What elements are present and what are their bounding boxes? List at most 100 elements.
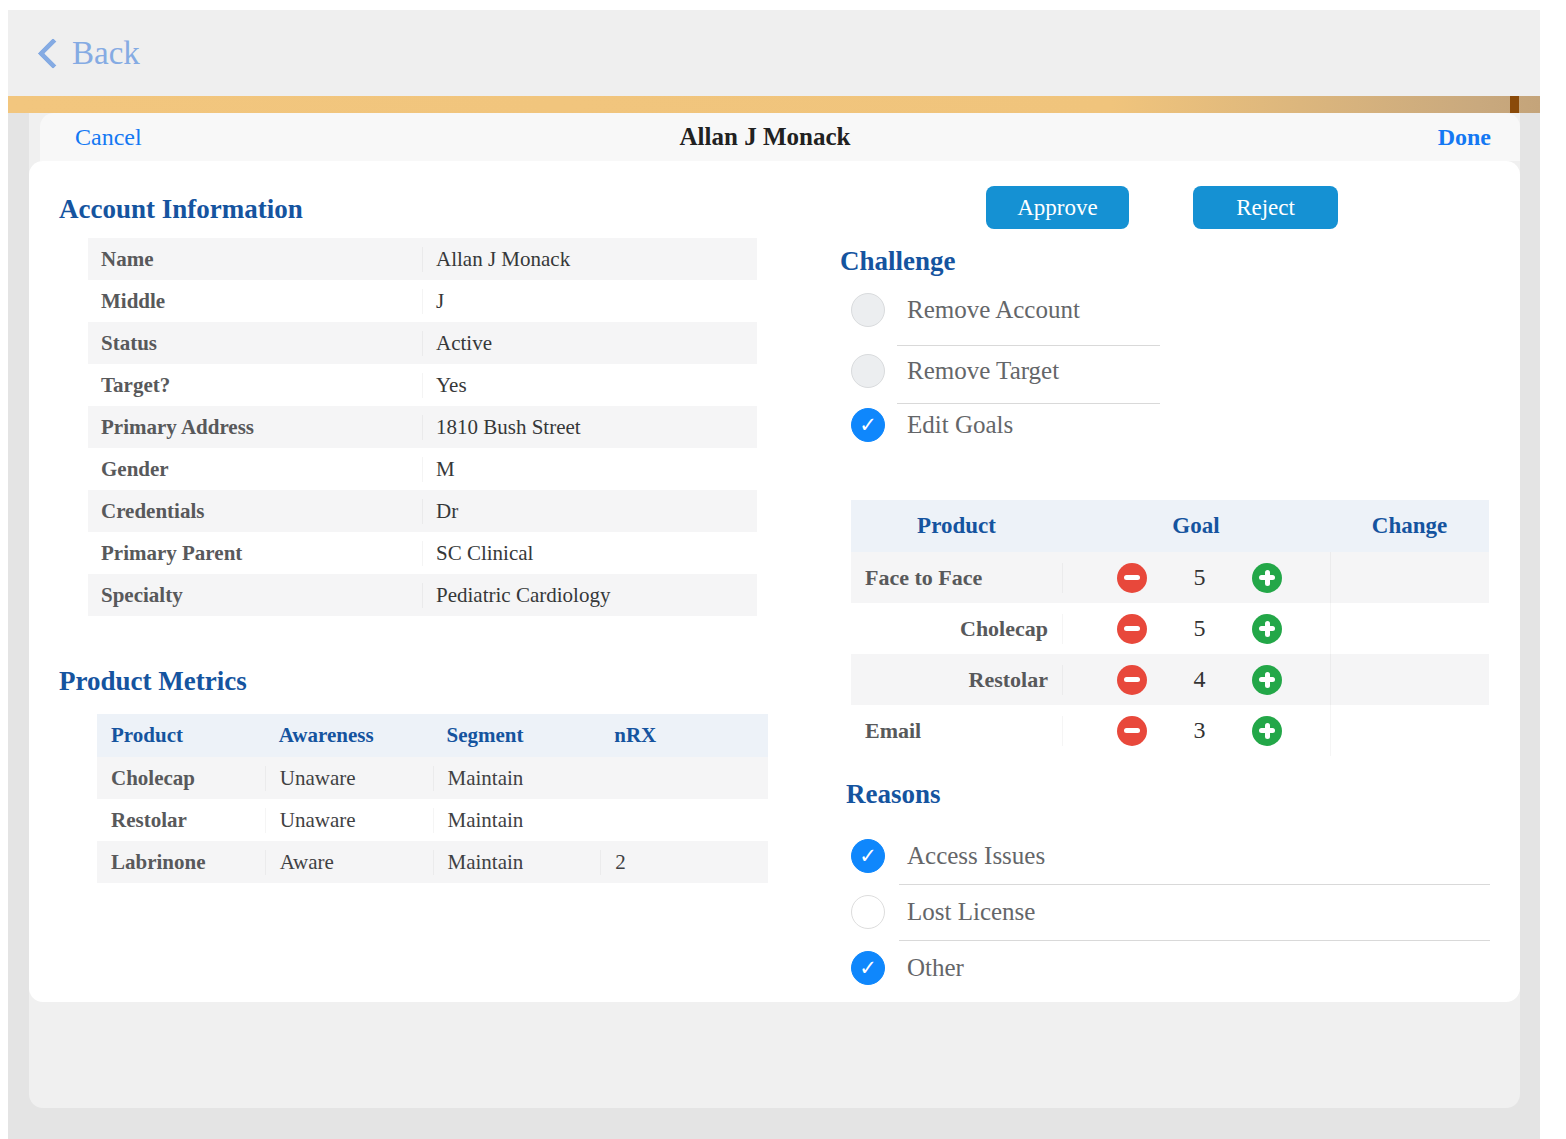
goal-product-label: Cholecap	[851, 616, 1062, 642]
increment-goal-button[interactable]	[1252, 614, 1282, 644]
option-label: Remove Target	[907, 357, 1059, 385]
checkbox-checked-icon[interactable]: ✓	[851, 951, 885, 985]
field-label: Primary Parent	[88, 541, 422, 566]
column-header: Goal	[1062, 513, 1330, 539]
field-value: J	[422, 289, 757, 314]
field-label: Middle	[88, 289, 422, 314]
increment-goal-button[interactable]	[1252, 716, 1282, 746]
check-icon: ✓	[859, 415, 877, 436]
goal-product-label: Face to Face	[851, 565, 1062, 591]
back-chevron-icon	[37, 37, 68, 68]
field-value: Pediatric Cardiology	[422, 583, 757, 608]
goal-value: 5	[1194, 615, 1206, 642]
goal-value: 4	[1194, 666, 1206, 693]
change-cell	[1330, 552, 1489, 603]
goal-row-cholecap: Cholecap 5	[851, 603, 1489, 654]
goal-row-email: Email 3	[851, 705, 1489, 756]
segment-cell: Maintain	[433, 766, 601, 791]
field-label: Status	[88, 331, 422, 356]
change-cell	[1330, 654, 1489, 705]
back-label: Back	[72, 35, 140, 72]
field-label: Gender	[88, 457, 422, 482]
goal-product-label: Email	[851, 718, 1062, 744]
segment-cell: Maintain	[433, 808, 601, 833]
table-row: Primary Parent SC Clinical	[88, 532, 757, 574]
table-row: Status Active	[88, 322, 757, 364]
increment-goal-button[interactable]	[1252, 665, 1282, 695]
account-information-heading: Account Information	[59, 194, 303, 225]
goal-stepper: 5	[1062, 563, 1330, 593]
option-label: Remove Account	[907, 296, 1080, 324]
product-cell: Labrinone	[97, 850, 265, 875]
table-row: Name Allan J Monack	[88, 238, 757, 280]
column-header: Product	[97, 723, 265, 748]
table-row: Credentials Dr	[88, 490, 757, 532]
segment-cell: Maintain	[433, 850, 601, 875]
modal-header: Cancel Allan J Monack Done	[40, 113, 1520, 161]
field-value: 1810 Bush Street	[422, 415, 757, 440]
goal-stepper: 4	[1062, 665, 1330, 695]
challenge-option-remove-account[interactable]: ✓ Remove Account	[851, 281, 1080, 339]
field-label: Primary Address	[88, 415, 422, 440]
check-icon: ✓	[859, 846, 877, 867]
awareness-cell: Unaware	[265, 766, 433, 791]
table-header-row: Product Awareness Segment nRX	[97, 714, 768, 757]
reason-option-lost-license[interactable]: ✓ Lost License	[851, 883, 1035, 941]
field-value: M	[422, 457, 757, 482]
reject-button[interactable]: Reject	[1193, 186, 1338, 229]
goal-value: 3	[1194, 717, 1206, 744]
change-cell	[1330, 603, 1489, 654]
radio-unchecked-icon[interactable]: ✓	[851, 293, 885, 327]
top-nav-bar: Back	[8, 10, 1540, 96]
minus-icon	[1124, 575, 1140, 580]
table-row: Labrinone Aware Maintain 2	[97, 841, 768, 883]
checkbox-checked-icon[interactable]: ✓	[851, 839, 885, 873]
field-label: Target?	[88, 373, 422, 398]
decrement-goal-button[interactable]	[1117, 563, 1147, 593]
decrement-goal-button[interactable]	[1117, 614, 1147, 644]
field-value: Active	[422, 331, 757, 356]
product-metrics-table: Product Awareness Segment nRX Cholecap U…	[97, 714, 768, 883]
awareness-cell: Aware	[265, 850, 433, 875]
challenge-option-edit-goals[interactable]: ✓ Edit Goals	[851, 396, 1013, 454]
radio-unchecked-icon[interactable]: ✓	[851, 354, 885, 388]
product-metrics-heading: Product Metrics	[59, 666, 247, 697]
radio-checked-icon[interactable]: ✓	[851, 408, 885, 442]
table-row: Middle J	[88, 280, 757, 322]
goal-row-restolar: Restolar 4	[851, 654, 1489, 705]
challenge-option-remove-target[interactable]: ✓ Remove Target	[851, 342, 1059, 400]
table-header-row: Product Goal Change	[851, 500, 1489, 552]
column-header: Change	[1330, 513, 1489, 539]
goal-stepper: 3	[1062, 716, 1330, 746]
change-cell	[1330, 705, 1489, 756]
minus-icon	[1124, 626, 1140, 631]
decrement-goal-button[interactable]	[1117, 665, 1147, 695]
field-label: Credentials	[88, 499, 422, 524]
checkbox-unchecked-icon[interactable]: ✓	[851, 895, 885, 929]
goal-stepper: 5	[1062, 614, 1330, 644]
account-information-table: Name Allan J Monack Middle J Status Acti…	[88, 238, 757, 616]
approve-button[interactable]: Approve	[986, 186, 1129, 229]
reason-option-other[interactable]: ✓ Other	[851, 939, 964, 997]
goals-table: Product Goal Change Face to Face 5 Chole…	[851, 500, 1489, 756]
back-button[interactable]: Back	[42, 35, 140, 72]
option-label: Edit Goals	[907, 411, 1013, 439]
goal-product-label: Restolar	[851, 667, 1062, 693]
table-row: Specialty Pediatric Cardiology	[88, 574, 757, 616]
challenge-heading: Challenge	[840, 246, 956, 277]
option-label: Other	[907, 954, 964, 982]
minus-icon	[1124, 677, 1140, 682]
table-row: Gender M	[88, 448, 757, 490]
field-value: Dr	[422, 499, 757, 524]
column-header: Segment	[433, 723, 601, 748]
increment-goal-button[interactable]	[1252, 563, 1282, 593]
decrement-goal-button[interactable]	[1117, 716, 1147, 746]
content-card: Account Information Name Allan J Monack …	[29, 161, 1520, 1002]
option-label: Access Issues	[907, 842, 1045, 870]
product-cell: Restolar	[97, 808, 265, 833]
done-button[interactable]: Done	[1438, 124, 1491, 151]
column-header: Awareness	[265, 723, 433, 748]
reason-option-access-issues[interactable]: ✓ Access Issues	[851, 827, 1045, 885]
column-header: Product	[851, 513, 1062, 539]
field-label: Name	[88, 247, 422, 272]
